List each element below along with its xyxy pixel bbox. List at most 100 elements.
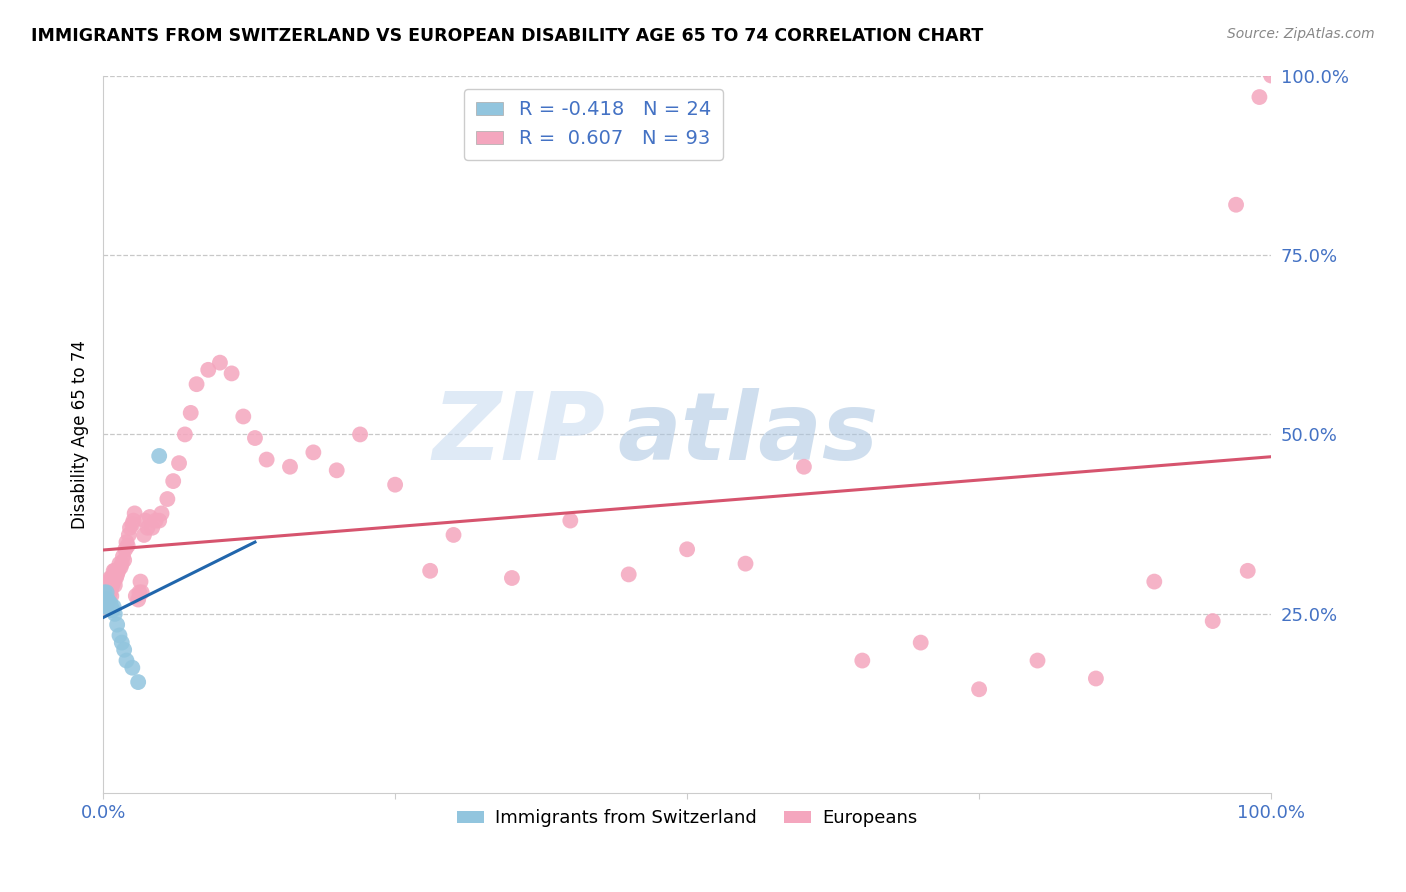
Point [98, 578, 121, 592]
Point [501, 571, 523, 585]
Y-axis label: Disability Age 65 to 74: Disability Age 65 to 74 [72, 340, 89, 529]
Point [98, 582, 121, 596]
Point [141, 521, 163, 535]
Point [118, 521, 141, 535]
Point [96, 585, 118, 599]
Point [97, 596, 120, 610]
Point [98, 571, 121, 585]
Point [221, 367, 243, 381]
Point [121, 661, 143, 675]
Point [127, 675, 149, 690]
Text: atlas: atlas [617, 388, 879, 481]
Point [105, 567, 128, 582]
Point [967, 682, 990, 697]
Point [98, 585, 121, 599]
Point [96, 596, 118, 610]
Point [1249, 90, 1271, 104]
Point [122, 514, 145, 528]
Point [910, 635, 932, 649]
Point [110, 560, 132, 574]
Point [100, 599, 122, 614]
Point [125, 589, 148, 603]
Point [98, 596, 121, 610]
Point [302, 445, 325, 459]
Point [676, 542, 699, 557]
Point [134, 514, 156, 528]
Point [96, 589, 118, 603]
Text: Source: ZipAtlas.com: Source: ZipAtlas.com [1227, 27, 1375, 41]
Point [186, 377, 208, 392]
Point [111, 557, 134, 571]
Point [1225, 198, 1247, 212]
Point [104, 571, 127, 585]
Point [97, 592, 120, 607]
Point [94, 585, 117, 599]
Point [162, 474, 184, 488]
Point [101, 571, 124, 585]
Point [132, 528, 155, 542]
Point [1143, 574, 1166, 589]
Point [121, 517, 143, 532]
Point [139, 510, 162, 524]
Point [97, 596, 120, 610]
Point [100, 589, 122, 603]
Point [243, 431, 266, 445]
Point [93, 585, 115, 599]
Point [97, 585, 120, 599]
Point [93, 592, 115, 607]
Point [98, 599, 121, 614]
Point [1260, 69, 1282, 83]
Point [384, 477, 406, 491]
Point [617, 567, 640, 582]
Point [232, 409, 254, 424]
Point [131, 585, 153, 599]
Point [101, 578, 124, 592]
Point [136, 521, 159, 535]
Point [129, 574, 152, 589]
Point [419, 564, 441, 578]
Point [94, 592, 117, 607]
Point [112, 642, 135, 657]
Legend: Immigrants from Switzerland, Europeans: Immigrants from Switzerland, Europeans [450, 802, 924, 835]
Point [107, 564, 129, 578]
Point [112, 553, 135, 567]
Text: IMMIGRANTS FROM SWITZERLAND VS EUROPEAN DISABILITY AGE 65 TO 74 CORRELATION CHAR: IMMIGRANTS FROM SWITZERLAND VS EUROPEAN … [31, 27, 983, 45]
Point [93, 599, 115, 614]
Point [118, 528, 141, 542]
Point [101, 603, 124, 617]
Point [108, 628, 131, 642]
Point [104, 564, 127, 578]
Point [180, 406, 202, 420]
Point [94, 578, 117, 592]
Point [208, 356, 231, 370]
Point [156, 491, 179, 506]
Point [145, 514, 167, 528]
Point [325, 463, 347, 477]
Point [96, 592, 118, 607]
Point [1202, 614, 1225, 628]
Point [105, 617, 128, 632]
Point [96, 599, 118, 614]
Point [97, 578, 120, 592]
Point [115, 654, 138, 668]
Point [94, 592, 117, 607]
Point [104, 564, 127, 578]
Point [115, 535, 138, 549]
Point [100, 582, 122, 596]
Point [103, 564, 125, 578]
Point [443, 528, 465, 542]
Point [560, 514, 582, 528]
Point [111, 549, 134, 564]
Point [100, 571, 122, 585]
Point [127, 592, 149, 607]
Point [117, 539, 139, 553]
Point [104, 607, 127, 621]
Point [148, 514, 170, 528]
Point [114, 542, 136, 557]
Point [111, 635, 134, 649]
Point [98, 578, 121, 592]
Point [150, 507, 173, 521]
Point [94, 599, 117, 614]
Point [96, 596, 118, 610]
Point [148, 449, 170, 463]
